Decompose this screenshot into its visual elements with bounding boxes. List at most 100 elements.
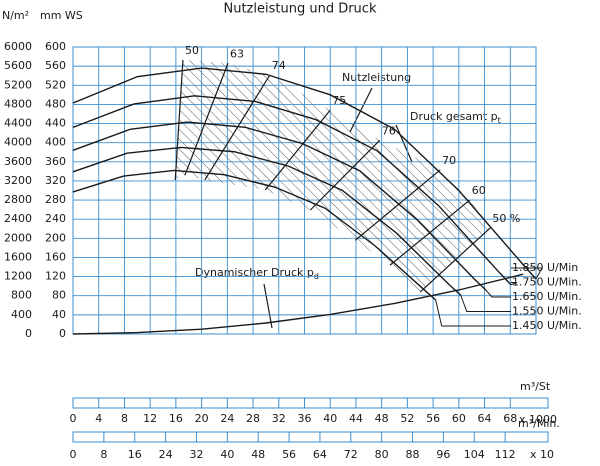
leader-line (395, 124, 413, 163)
chart-title: Nutzleistung und Druck (224, 2, 377, 17)
y2-unit: N/m² (2, 9, 29, 22)
series-label: 1.550 U/Min. (512, 305, 582, 318)
efficiency-line (174, 59, 184, 181)
y2-tick-label: 3200 (4, 174, 32, 187)
leader-line (263, 283, 273, 329)
efficiency-label: 60 (472, 184, 486, 197)
x-multiplier: x 1000 (519, 413, 557, 426)
leader-line (511, 267, 543, 280)
efficiency-label: 74 (272, 59, 286, 72)
x2-tick-label: 48 (251, 448, 265, 461)
x2-multiplier: x 10 (530, 448, 554, 461)
y-tick-label: 200 (45, 231, 66, 244)
x-tick-label: 60 (452, 412, 466, 425)
y2-tick-label: 2000 (4, 231, 32, 244)
x-tick-label: 8 (121, 412, 128, 425)
y2-tick-label: 2400 (4, 212, 32, 225)
y-tick-label: 280 (45, 193, 66, 206)
x-tick-label: 56 (426, 412, 440, 425)
y2-tick-label: 4000 (4, 136, 32, 149)
y2-tick-label: 5200 (4, 78, 32, 91)
y2-tick-label: 800 (11, 289, 32, 302)
x-tick-label: 12 (143, 412, 157, 425)
efficiency-label: 70 (442, 154, 456, 167)
speed-curve (72, 146, 462, 296)
leader-line (460, 295, 511, 312)
y-tick-label: 160 (45, 250, 66, 263)
x-tick-label: 32 (272, 412, 286, 425)
x2-tick-label: 8 (100, 448, 107, 461)
leader-line (510, 282, 518, 286)
x2-axis-bar (72, 431, 549, 443)
x2-tick-label: 88 (406, 448, 420, 461)
efficiency-line (309, 139, 381, 211)
efficiency-line (389, 199, 471, 266)
x-tick-label: 20 (195, 412, 209, 425)
leader-line (349, 87, 373, 133)
annotation-power: Nutzleistung (342, 71, 411, 84)
x-tick-label: 0 (70, 412, 77, 425)
x2-tick-label: 24 (159, 448, 173, 461)
y2-tick-label: 1600 (4, 250, 32, 263)
y2-tick-label: 5600 (4, 59, 32, 72)
x2-unit: m³/Min. (518, 417, 560, 430)
y-tick-label: 440 (45, 117, 66, 130)
x2-tick-label: 104 (464, 448, 485, 461)
y-tick-label: 480 (45, 97, 66, 110)
y2-tick-label: 2800 (4, 193, 32, 206)
y2-tick-label: 4400 (4, 117, 32, 130)
y2-tick-label: 3600 (4, 155, 32, 168)
y-tick-label: 360 (45, 155, 66, 168)
efficiency-label: 50 (185, 44, 199, 57)
x2-tick-label: 96 (436, 448, 450, 461)
x-tick-label: 36 (298, 412, 312, 425)
x-tick-label: 52 (400, 412, 414, 425)
x-axis-bar (72, 397, 549, 409)
speed-curve (72, 169, 437, 301)
y-tick-label: 80 (52, 289, 66, 302)
efficiency-label: 50 % (492, 212, 520, 225)
series-label: 1.850 U/Min (512, 261, 578, 274)
y-unit: mm WS (40, 9, 83, 22)
y-tick-label: 0 (59, 327, 66, 340)
dynamic-pressure-curve (72, 273, 524, 335)
y2-tick-label: 4800 (4, 97, 32, 110)
x-tick-label: 24 (220, 412, 234, 425)
x2-tick-label: 112 (495, 448, 516, 461)
y-tick-label: 40 (52, 308, 66, 321)
y-tick-label: 400 (45, 136, 66, 149)
x-tick-label: 48 (375, 412, 389, 425)
series-label: 1.750 U/Min. (512, 276, 582, 289)
x2-tick-label: 72 (344, 448, 358, 461)
efficiency-line (354, 169, 441, 241)
y-tick-label: 560 (45, 59, 66, 72)
x2-tick-label: 16 (128, 448, 142, 461)
leader-line (485, 289, 511, 298)
x-tick-label: 68 (503, 412, 517, 425)
x2-tick-label: 80 (375, 448, 389, 461)
x-tick-label: 44 (349, 412, 363, 425)
efficiency-label: 76 (382, 124, 396, 137)
x-tick-label: 40 (323, 412, 337, 425)
efficiency-label: 75 (332, 94, 346, 107)
x2-tick-label: 56 (282, 448, 296, 461)
efficiency-line (204, 74, 271, 181)
y-tick-label: 520 (45, 78, 66, 91)
y2-tick-label: 0 (25, 327, 32, 340)
y2-tick-label: 400 (11, 308, 32, 321)
y-tick-label: 320 (45, 174, 66, 187)
x-tick-label: 16 (169, 412, 183, 425)
y2-tick-label: 6000 (4, 40, 32, 53)
annotation-total-pressure: Druck gesamt pt (410, 110, 501, 125)
x2-tick-label: 64 (313, 448, 327, 461)
y2-tick-label: 1200 (4, 270, 32, 283)
efficiency-label: 63 (230, 47, 244, 60)
y-tick-label: 240 (45, 212, 66, 225)
efficiency-line (184, 63, 229, 176)
annotation-dynamic-pressure: Dynamischer Druck pd (195, 266, 319, 281)
leader-line (435, 299, 511, 327)
speed-curve (72, 67, 537, 280)
efficiency-region (175, 59, 491, 292)
x2-tick-label: 0 (70, 448, 77, 461)
